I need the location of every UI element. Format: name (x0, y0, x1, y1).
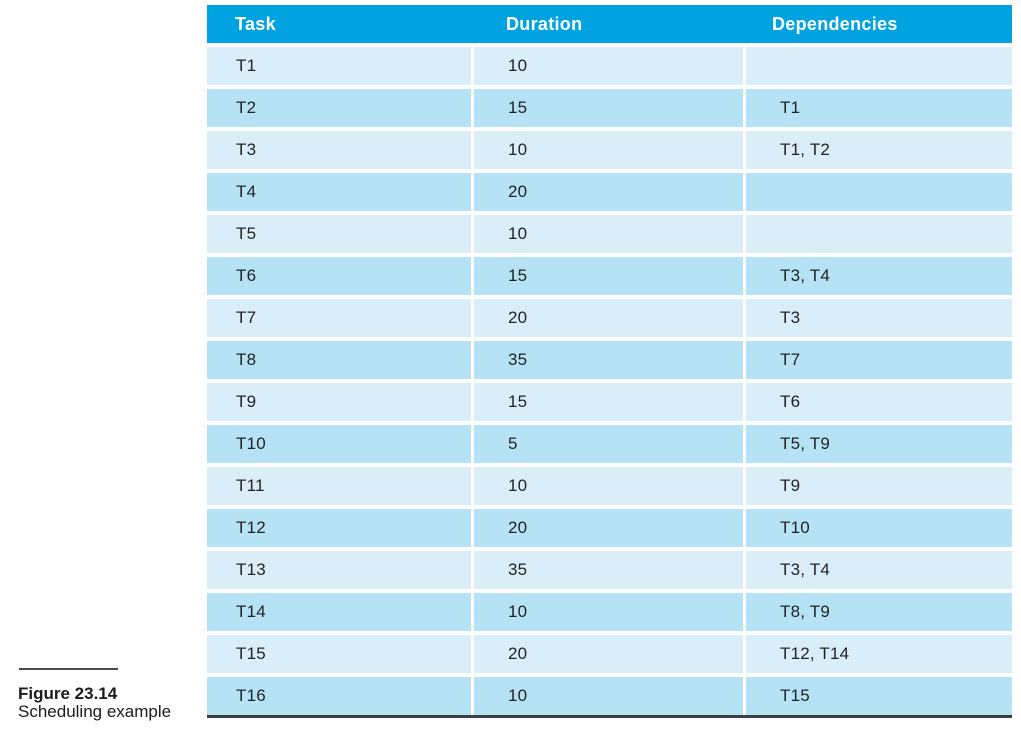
column-header-duration: Duration (506, 13, 583, 34)
dependencies-cell: T1, T2 (746, 131, 1012, 169)
table-row: T13 35 T3, T4 (207, 551, 1012, 589)
task-cell: T1 (207, 47, 471, 85)
table-row: T7 20 T3 (207, 299, 1012, 337)
dependencies-cell: T3 (746, 299, 1012, 337)
table-row: T3 10 T1, T2 (207, 131, 1012, 169)
table-row: T5 10 (207, 215, 1012, 253)
table-row: T10 5 T5, T9 (207, 425, 1012, 463)
duration-cell: 15 (474, 383, 743, 421)
dependencies-cell: T6 (746, 383, 1012, 421)
task-cell: T6 (207, 257, 471, 295)
table-row: T15 20 T12, T14 (207, 635, 1012, 673)
task-cell: T9 (207, 383, 471, 421)
dependencies-cell: T3, T4 (746, 551, 1012, 589)
scheduling-table: Task Duration Dependencies T1 10 T2 15 T… (207, 5, 1012, 718)
dependencies-cell: T9 (746, 467, 1012, 505)
duration-cell: 10 (474, 677, 743, 715)
column-header-task: Task (235, 13, 276, 34)
table-row: T2 15 T1 (207, 89, 1012, 127)
duration-cell: 10 (474, 47, 743, 85)
task-cell: T13 (207, 551, 471, 589)
table-row: T4 20 (207, 173, 1012, 211)
dependencies-cell (746, 47, 1012, 85)
duration-cell: 15 (474, 257, 743, 295)
column-header-dependencies: Dependencies (772, 13, 898, 34)
duration-cell: 20 (474, 509, 743, 547)
dependencies-cell (746, 173, 1012, 211)
duration-cell: 15 (474, 89, 743, 127)
table-row: T1 10 (207, 47, 1012, 85)
table-body: T1 10 T2 15 T1 T3 10 T1, T2 T4 20 T5 1 (207, 47, 1012, 715)
task-cell: T10 (207, 425, 471, 463)
caption-rule (19, 668, 118, 670)
duration-cell: 10 (474, 215, 743, 253)
task-cell: T2 (207, 89, 471, 127)
task-cell: T4 (207, 173, 471, 211)
duration-cell: 35 (474, 341, 743, 379)
task-cell: T3 (207, 131, 471, 169)
task-cell: T7 (207, 299, 471, 337)
table-row: T14 10 T8, T9 (207, 593, 1012, 631)
dependencies-cell: T3, T4 (746, 257, 1012, 295)
duration-cell: 35 (474, 551, 743, 589)
table-header-row: Task Duration Dependencies (207, 5, 1012, 43)
task-cell: T14 (207, 593, 471, 631)
table-row: T9 15 T6 (207, 383, 1012, 421)
duration-cell: 20 (474, 173, 743, 211)
task-cell: T5 (207, 215, 471, 253)
task-cell: T8 (207, 341, 471, 379)
dependencies-cell: T10 (746, 509, 1012, 547)
duration-cell: 5 (474, 425, 743, 463)
task-cell: T11 (207, 467, 471, 505)
table-row: T6 15 T3, T4 (207, 257, 1012, 295)
task-cell: T15 (207, 635, 471, 673)
table-row: T16 10 T15 (207, 677, 1012, 715)
dependencies-cell: T8, T9 (746, 593, 1012, 631)
duration-cell: 20 (474, 635, 743, 673)
table-row: T11 10 T9 (207, 467, 1012, 505)
dependencies-cell (746, 215, 1012, 253)
dependencies-cell: T1 (746, 89, 1012, 127)
dependencies-cell: T7 (746, 341, 1012, 379)
task-cell: T12 (207, 509, 471, 547)
duration-cell: 20 (474, 299, 743, 337)
table-row: T12 20 T10 (207, 509, 1012, 547)
dependencies-cell: T5, T9 (746, 425, 1012, 463)
table-row: T8 35 T7 (207, 341, 1012, 379)
duration-cell: 10 (474, 131, 743, 169)
duration-cell: 10 (474, 467, 743, 505)
figure-title: Scheduling example (18, 702, 172, 721)
duration-cell: 10 (474, 593, 743, 631)
dependencies-cell: T12, T14 (746, 635, 1012, 673)
table-bottom-rule (207, 715, 1012, 718)
task-cell: T16 (207, 677, 471, 715)
dependencies-cell: T15 (746, 677, 1012, 715)
figure-label: Figure 23.14 (18, 684, 118, 703)
